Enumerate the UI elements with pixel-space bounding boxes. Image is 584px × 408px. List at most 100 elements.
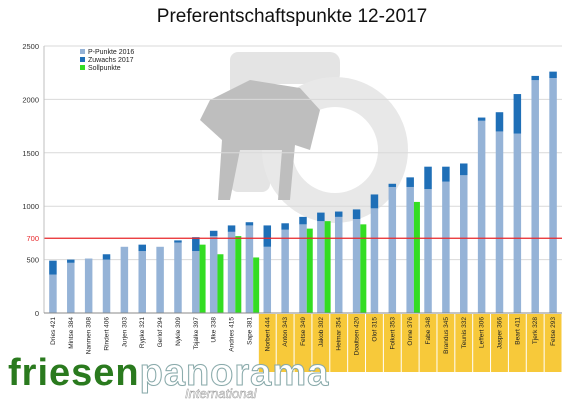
bar-p-punkte-2016 [281, 229, 289, 313]
bar-sollpunkte [413, 201, 420, 313]
x-tick-label: Nanmen 308 [86, 317, 93, 355]
x-tick-label: Fetse 293 [550, 317, 557, 346]
bar-zuwachs-2017 [281, 223, 289, 230]
x-tick-label: Folkert 353 [389, 317, 396, 350]
x-tick-label: Dries 421 [50, 317, 57, 345]
legend-label: Sollpunkte [88, 65, 121, 72]
x-tick-label: Tjerk 328 [532, 317, 539, 344]
reference-line: 700 [26, 234, 562, 243]
category-highlight [366, 314, 383, 372]
x-tick-label: Sape 381 [246, 317, 253, 345]
bar-zuwachs-2017 [531, 75, 539, 81]
legend-swatch [80, 49, 85, 54]
category-highlight [312, 314, 330, 372]
x-tick-label: Gerlof 294 [157, 317, 164, 348]
category-highlight [455, 314, 473, 372]
watermark-logo [200, 52, 408, 223]
x-tick-label: Mintse 384 [68, 317, 75, 349]
bar-zuwachs-2017 [334, 211, 343, 217]
bar-p-punkte-2016 [549, 78, 557, 313]
category-highlight [508, 314, 526, 372]
bar-zuwachs-2017 [370, 194, 379, 209]
category-highlight [401, 314, 419, 372]
bar-p-punkte-2016 [227, 231, 236, 313]
category-highlight [383, 314, 401, 372]
bar-p-punkte-2016 [102, 259, 111, 313]
category-highlight [526, 314, 544, 372]
category-highlight [294, 314, 312, 372]
x-tick-label: Anton 343 [282, 317, 289, 347]
y-tick-label: 1500 [22, 149, 39, 158]
legend-swatch [80, 65, 85, 70]
x-tick-label: Heimar 354 [336, 317, 343, 351]
highlight-bands [258, 314, 562, 372]
x-tick-label: Rypke 321 [139, 317, 146, 348]
bar-sollpunkte [217, 254, 224, 313]
category-highlight [491, 314, 508, 372]
chart-title: Preferentschaftspunkte 12-2017 [156, 6, 428, 27]
legend-swatch [80, 57, 85, 62]
category-highlight [544, 314, 562, 372]
y-axis: 0 500 1000 1500 2000 2500 [22, 42, 562, 318]
bar-zuwachs-2017 [549, 71, 557, 79]
x-tick-label: Olof 315 [371, 317, 378, 342]
x-axis: Dries 421 Mintse 384 Nanmen 308 Rindert 406… [50, 317, 557, 356]
bar-sollpunkte [253, 257, 260, 313]
bars [49, 71, 557, 314]
bar-zuwachs-2017 [49, 260, 57, 275]
bar-p-punkte-2016 [531, 80, 539, 314]
bar-p-punkte-2016 [67, 262, 75, 313]
bar-zuwachs-2017 [513, 94, 522, 134]
bar-zuwachs-2017 [192, 237, 200, 252]
bar-p-punkte-2016 [174, 242, 182, 313]
bar-p-punkte-2016 [49, 274, 57, 313]
category-highlight [258, 314, 276, 372]
bar-p-punkte-2016 [245, 225, 254, 313]
x-tick-label: Brandus 345 [443, 317, 450, 354]
category-highlight [276, 314, 294, 372]
brand-word-a: friesen [8, 352, 140, 394]
category-highlight [419, 314, 437, 372]
x-tick-label: Fetse 349 [300, 317, 307, 346]
bar-p-punkte-2016 [209, 236, 218, 313]
category-highlight [437, 314, 455, 372]
bar-zuwachs-2017 [102, 254, 111, 260]
bar-sollpunkte [235, 236, 242, 313]
x-tick-label: Rindert 406 [104, 317, 111, 351]
bar-p-punkte-2016 [513, 133, 522, 313]
bar-zuwachs-2017 [263, 225, 272, 247]
bar-p-punkte-2016 [370, 208, 379, 313]
x-tick-label: Jurjen 303 [121, 317, 128, 348]
bar-p-punkte-2016 [299, 224, 307, 313]
bar-p-punkte-2016 [460, 175, 468, 313]
y-tick-label: 1000 [22, 202, 39, 211]
x-tick-label: Leffert 306 [479, 317, 486, 348]
legend-label: P-Punkte 2016 [88, 49, 134, 56]
bar-zuwachs-2017 [424, 166, 432, 190]
y-tick-label: 0 [35, 309, 39, 318]
legend-label: Zuwachs 2017 [88, 57, 134, 64]
bar-zuwachs-2017 [388, 183, 397, 187]
bar-p-punkte-2016 [388, 186, 397, 313]
bar-zuwachs-2017 [477, 117, 486, 121]
bar-p-punkte-2016 [477, 120, 486, 313]
bar-p-punkte-2016 [495, 131, 504, 313]
x-tick-label: Jakob 302 [318, 317, 325, 347]
bar-zuwachs-2017 [317, 212, 325, 222]
x-tick-label: Tsjalke 397 [193, 317, 200, 350]
x-tick-label: Doaitsen 420 [354, 317, 361, 356]
y-tick-label: 500 [26, 256, 39, 265]
bar-zuwachs-2017 [406, 177, 414, 187]
bar-zuwachs-2017 [67, 259, 75, 263]
brand-logo: friesenpanorama [8, 352, 329, 395]
x-tick-label: Fabe 348 [425, 317, 432, 345]
bar-zuwachs-2017 [299, 216, 307, 225]
x-tick-label: Andries 415 [229, 317, 236, 352]
bar-sollpunkte [360, 224, 367, 313]
bar-zuwachs-2017 [460, 163, 468, 176]
bar-zuwachs-2017 [174, 240, 182, 243]
bar-zuwachs-2017 [245, 222, 254, 226]
brand-subtitle: International [185, 386, 257, 402]
